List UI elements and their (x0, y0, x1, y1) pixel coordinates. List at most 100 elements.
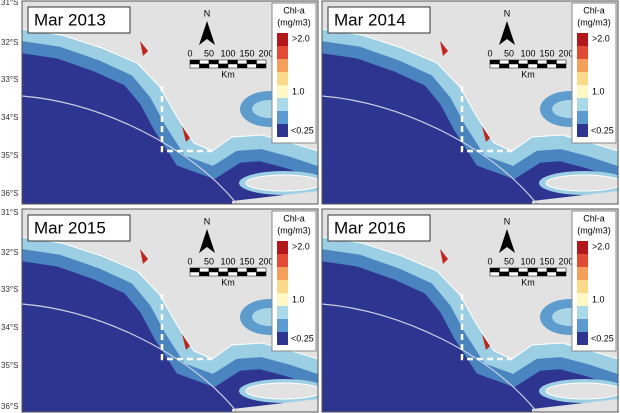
scale-segment (237, 63, 248, 69)
panel-title: Mar 2016 (334, 218, 406, 237)
scale-segment (518, 59, 529, 65)
scale-segment (199, 59, 210, 65)
legend-swatch (277, 98, 288, 111)
legend-label: <0.25 (291, 333, 314, 343)
scale-segment (218, 267, 229, 273)
panel-border (21, 208, 319, 413)
scale-segment (189, 63, 200, 69)
latitude-label: 33°S (1, 75, 18, 84)
scale-segment (489, 271, 500, 277)
scale-segment (556, 59, 567, 65)
scale-segment (518, 63, 529, 69)
latitude-label: 36°S (1, 402, 18, 411)
scale-segment (556, 63, 567, 69)
scale-segment (527, 63, 538, 69)
map-panel: Mar 2016 N 0 50 100 150 200 Km Chl-a (mg/m3) >2.0 1… (321, 208, 619, 413)
scale-segment (508, 271, 519, 277)
legend-swatch (577, 280, 588, 293)
scale-label: 200 (258, 48, 273, 58)
scale-segment (237, 267, 248, 273)
scale-label: 0 (187, 48, 192, 58)
scale-label: 100 (220, 48, 235, 58)
legend-title: (mg/m3) (577, 225, 611, 235)
scale-label: 150 (239, 256, 254, 266)
scale-label: 0 (187, 256, 192, 266)
title-box (327, 6, 431, 34)
scale-segment (218, 59, 229, 65)
scale-label: 100 (220, 256, 235, 266)
latitude-label: 31°S (1, 208, 18, 217)
legend-swatch (577, 98, 588, 111)
scale-segment (246, 267, 257, 273)
scale-segment (227, 267, 238, 273)
north-arrow (499, 229, 515, 253)
legend-swatch (277, 332, 288, 345)
scale-label: 150 (539, 256, 554, 266)
legend-swatch (277, 241, 288, 254)
scale-segment (489, 267, 500, 273)
legend-swatch (577, 293, 588, 306)
scale-segment (256, 59, 267, 65)
legend-swatch (277, 85, 288, 98)
legend-swatch (277, 293, 288, 306)
latitude-label: 36°S (1, 189, 18, 198)
scale-segment (546, 59, 557, 65)
scale-segment (546, 63, 557, 69)
scale-segment (499, 267, 510, 273)
scale-segment (246, 59, 257, 65)
scale-segment (556, 267, 567, 273)
scale-segment (489, 63, 500, 69)
latitude-label: 32°S (1, 248, 18, 257)
legend-title: Chl-a (283, 5, 305, 15)
north-arrow (199, 21, 215, 45)
legend-label: <0.25 (591, 125, 614, 135)
legend-swatch (277, 280, 288, 293)
scale-segment (537, 59, 548, 65)
legend-swatch (577, 46, 588, 59)
scale-label: 50 (204, 48, 214, 58)
legend-swatch (277, 267, 288, 280)
legend-swatch (577, 319, 588, 332)
latitude-label: 34°S (1, 113, 18, 122)
scale-label: 200 (558, 48, 573, 58)
legend-swatch (277, 46, 288, 59)
legend-swatch (277, 306, 288, 319)
scale-label: 50 (204, 256, 214, 266)
legend-swatch (277, 124, 288, 137)
legend-swatch (577, 59, 588, 72)
scale-segment (199, 271, 210, 277)
north-label: N (204, 8, 211, 18)
scale-segment (518, 271, 529, 277)
scale-segment (499, 59, 510, 65)
panel-title: Mar 2014 (334, 10, 406, 29)
panel-title: Mar 2013 (34, 10, 106, 29)
scale-label: 150 (239, 48, 254, 58)
title-box (27, 214, 131, 242)
scale-segment (256, 267, 267, 273)
scale-segment (199, 63, 210, 69)
legend-swatch (277, 72, 288, 85)
scale-segment (537, 267, 548, 273)
map-panel: Mar 2015 N 0 50 100 150 200 Km Chl-a (mg/m3) >2.0 1… (21, 208, 319, 413)
legend-swatch (277, 33, 288, 46)
scale-label: 0 (487, 256, 492, 266)
scale-segment (527, 267, 538, 273)
scale-unit: Km (521, 277, 535, 287)
scale-segment (489, 59, 500, 65)
legend-swatch (277, 254, 288, 267)
map-panel: Mar 2013 N 0 50 100 150 200 Km Chl-a (mg/m3) >2.0 1… (21, 0, 319, 205)
legend-swatch (277, 319, 288, 332)
legend-label: >2.0 (292, 33, 310, 43)
scale-segment (237, 271, 248, 277)
legend-swatch (577, 85, 588, 98)
legend-swatch (277, 59, 288, 72)
scale-segment (208, 271, 219, 277)
scale-segment (189, 267, 200, 273)
scale-label: 100 (520, 48, 535, 58)
scale-unit: Km (221, 69, 235, 79)
scale-segment (246, 271, 257, 277)
north-label: N (204, 216, 211, 226)
legend-label: >2.0 (292, 241, 310, 251)
legend-swatch (277, 111, 288, 124)
panel-title: Mar 2015 (34, 218, 106, 237)
